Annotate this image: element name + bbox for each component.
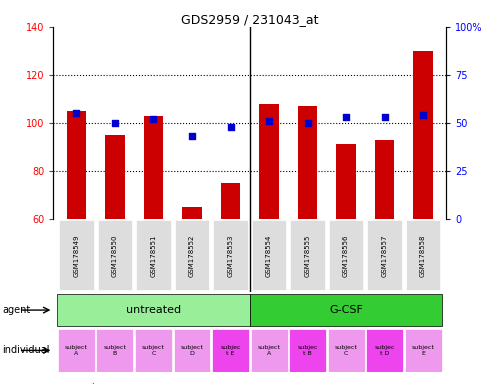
FancyBboxPatch shape <box>289 220 324 290</box>
Text: subject
C: subject C <box>142 345 165 356</box>
Text: GSM178549: GSM178549 <box>73 234 79 276</box>
Bar <box>374 140 393 219</box>
Bar <box>297 106 317 219</box>
FancyBboxPatch shape <box>57 294 249 326</box>
Point <box>418 112 426 118</box>
Bar <box>144 116 163 219</box>
Bar <box>259 104 278 219</box>
Text: subject
E: subject E <box>411 345 434 356</box>
Text: count: count <box>65 383 96 384</box>
Point <box>149 116 157 122</box>
Text: subjec
t B: subjec t B <box>297 345 317 356</box>
Text: subjec
t E: subjec t E <box>220 345 240 356</box>
Text: GSM178553: GSM178553 <box>227 234 233 276</box>
Title: GDS2959 / 231043_at: GDS2959 / 231043_at <box>181 13 318 26</box>
Point <box>111 120 119 126</box>
FancyBboxPatch shape <box>173 329 210 372</box>
Text: GSM178554: GSM178554 <box>266 234 272 276</box>
Bar <box>336 144 355 219</box>
Text: GSM178558: GSM178558 <box>419 234 425 276</box>
Text: subject
B: subject B <box>103 345 126 356</box>
Point <box>303 120 311 126</box>
Text: subject
D: subject D <box>180 345 203 356</box>
Text: agent: agent <box>2 305 30 315</box>
Text: subject
A: subject A <box>65 345 88 356</box>
FancyBboxPatch shape <box>365 329 402 372</box>
FancyBboxPatch shape <box>249 294 441 326</box>
Bar <box>105 135 124 219</box>
FancyBboxPatch shape <box>136 220 170 290</box>
Bar <box>182 207 201 219</box>
Text: GSM178557: GSM178557 <box>381 234 387 276</box>
FancyBboxPatch shape <box>251 220 286 290</box>
FancyBboxPatch shape <box>328 220 363 290</box>
FancyBboxPatch shape <box>58 329 95 372</box>
FancyBboxPatch shape <box>327 329 364 372</box>
Point <box>380 114 388 120</box>
Text: ■  count: ■ count <box>53 383 96 384</box>
Point <box>73 110 80 116</box>
Text: untreated: untreated <box>126 305 181 315</box>
Bar <box>220 183 240 219</box>
FancyBboxPatch shape <box>366 220 401 290</box>
Text: GSM178550: GSM178550 <box>112 234 118 276</box>
Text: GSM178552: GSM178552 <box>189 234 195 276</box>
Point <box>226 124 234 130</box>
Point <box>265 118 272 124</box>
Text: G-CSF: G-CSF <box>329 305 362 315</box>
Text: GSM178555: GSM178555 <box>304 234 310 276</box>
FancyBboxPatch shape <box>250 329 287 372</box>
FancyBboxPatch shape <box>96 329 133 372</box>
FancyBboxPatch shape <box>97 220 132 290</box>
Text: GSM178556: GSM178556 <box>342 234 348 276</box>
FancyBboxPatch shape <box>405 220 439 290</box>
Text: individual: individual <box>2 345 50 356</box>
FancyBboxPatch shape <box>288 329 325 372</box>
Text: subject
C: subject C <box>334 345 357 356</box>
Text: subjec
t D: subjec t D <box>374 345 394 356</box>
FancyBboxPatch shape <box>135 329 172 372</box>
Text: GSM178551: GSM178551 <box>150 234 156 276</box>
FancyBboxPatch shape <box>404 329 440 372</box>
Text: subject
A: subject A <box>257 345 280 356</box>
Point <box>188 133 196 139</box>
FancyBboxPatch shape <box>59 220 93 290</box>
FancyBboxPatch shape <box>212 329 248 372</box>
Bar <box>412 51 432 219</box>
FancyBboxPatch shape <box>174 220 209 290</box>
Point <box>342 114 349 120</box>
Bar <box>67 111 86 219</box>
FancyBboxPatch shape <box>213 220 247 290</box>
